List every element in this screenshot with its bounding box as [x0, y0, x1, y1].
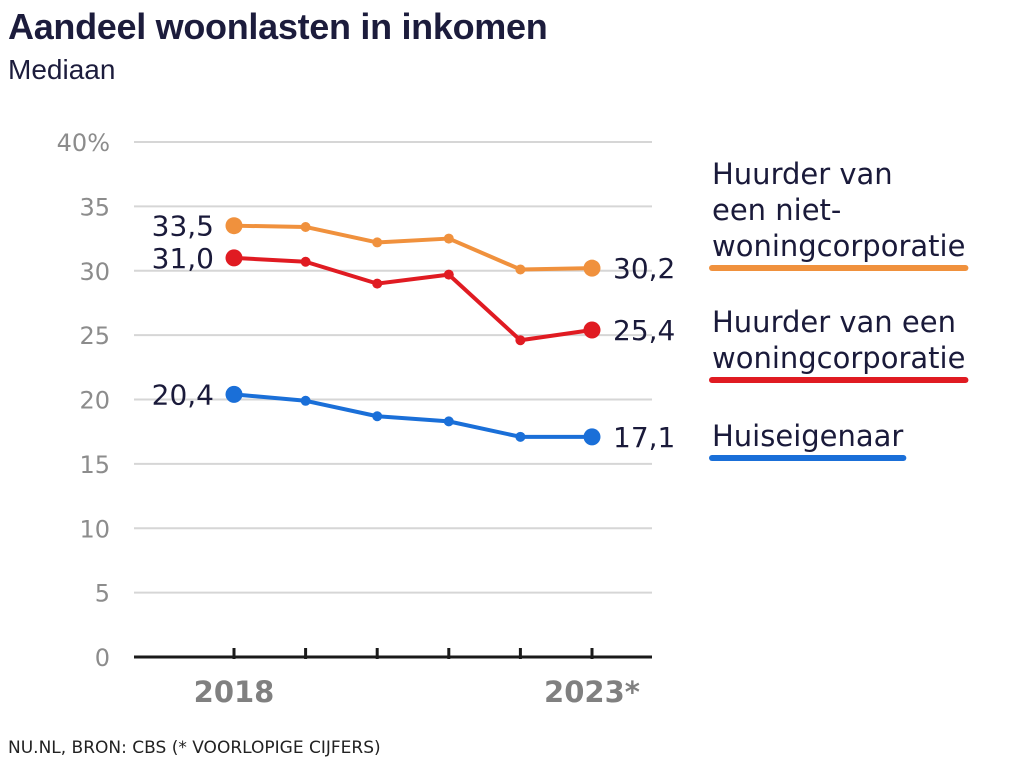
x-tick-label: 2018 [194, 675, 275, 709]
data-point [225, 249, 243, 267]
legend-label: woningcorporatie [712, 341, 965, 375]
y-tick-label: 0 [95, 644, 110, 672]
source-note: NU.NL, BRON: CBS (* VOORLOPIGE CIJFERS) [8, 738, 381, 758]
chart-title: Aandeel woonlasten in inkomen [8, 6, 548, 47]
y-axis-ticks: 0 5 10 15 20 25 30 35 40% [57, 129, 110, 672]
y-tick-label: 40% [57, 129, 110, 157]
x-axis-ticks: 2018 2023* [194, 648, 640, 709]
data-point [372, 411, 383, 422]
y-tick-label: 25 [79, 322, 110, 350]
series-lines [225, 217, 601, 446]
data-point [515, 431, 526, 442]
legend-label: een niet- [712, 193, 841, 227]
end-value-label: 17,1 [613, 421, 675, 454]
legend-label: woningcorporatie [712, 229, 965, 263]
data-point [583, 428, 601, 446]
legend-label: Huiseigenaar [712, 419, 903, 453]
data-point [225, 217, 243, 235]
end-value-label: 25,4 [613, 314, 675, 347]
series-line [233, 223, 593, 272]
grid-lines [134, 141, 652, 594]
y-tick-label: 10 [79, 515, 110, 543]
start-value-label: 33,5 [152, 210, 214, 243]
data-labels: 33,5 30,2 31,0 25,4 20,4 17,1 [152, 210, 676, 454]
legend-label: Huurder van een [712, 305, 956, 339]
data-point [372, 237, 383, 248]
data-point [515, 264, 526, 275]
y-tick-label: 5 [95, 580, 110, 608]
data-point [372, 278, 383, 289]
x-tick-label: 2023* [544, 675, 640, 709]
data-point [300, 221, 311, 232]
y-tick-label: 30 [79, 258, 110, 286]
data-point [225, 385, 243, 403]
y-tick-label: 15 [79, 451, 110, 479]
data-point [583, 321, 601, 339]
data-point [443, 416, 454, 427]
data-point [583, 259, 601, 277]
y-tick-label: 35 [79, 193, 110, 221]
data-point [300, 256, 311, 267]
y-tick-label: 20 [79, 387, 110, 415]
data-point [515, 335, 526, 346]
end-value-label: 30,2 [613, 252, 675, 285]
start-value-label: 20,4 [152, 378, 214, 411]
series-line [233, 392, 592, 439]
start-value-label: 31,0 [152, 242, 214, 275]
chart-subtitle: Mediaan [8, 54, 116, 85]
series-line [233, 255, 593, 343]
data-point [300, 395, 311, 406]
data-point [443, 269, 454, 280]
data-point [443, 233, 454, 244]
legend-label: Huurder van [712, 157, 893, 191]
